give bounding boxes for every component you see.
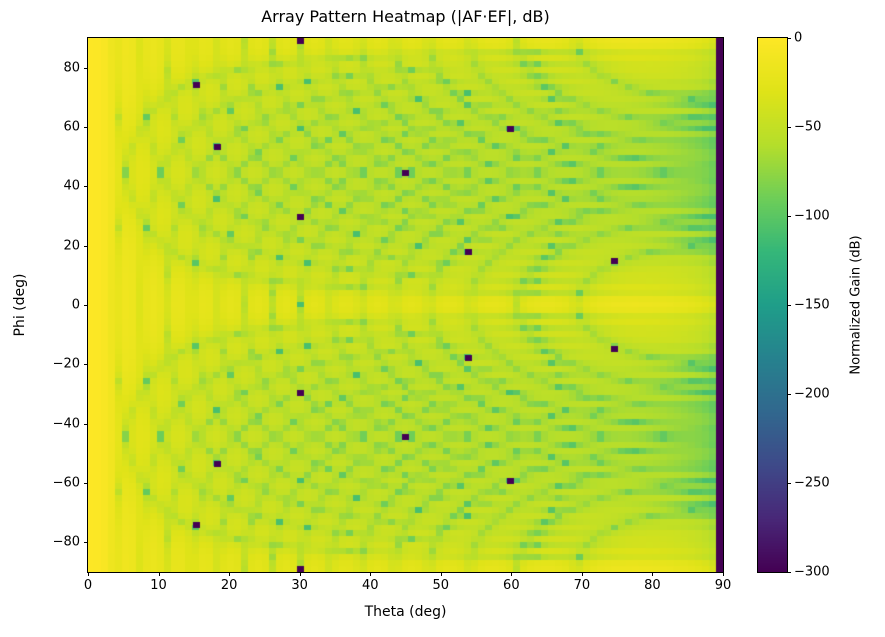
colorbar-tick [787, 483, 791, 484]
y-axis-tick [84, 542, 88, 544]
colorbar-tick-label: −150 [794, 297, 830, 313]
x-tick-label: 60 [503, 578, 520, 593]
y-tick-label: 20 [63, 238, 80, 254]
y-axis-tick [84, 423, 88, 425]
colorbar-tick [787, 305, 791, 306]
y-tick-label: −20 [52, 356, 80, 372]
colorbar-frame [757, 37, 788, 573]
x-axis-tick [370, 572, 372, 576]
colorbar-tick-label: −200 [794, 386, 830, 402]
x-axis-tick [723, 572, 724, 576]
y-tick-label: 40 [63, 178, 80, 194]
y-axis-tick [84, 483, 88, 484]
y-axis-tick [84, 364, 88, 366]
y-tick-label: 60 [63, 119, 80, 135]
x-tick-label: 70 [573, 578, 591, 593]
colorbar-tick [787, 394, 791, 395]
x-axis-tick [652, 572, 654, 576]
x-axis-tick [511, 572, 513, 576]
colorbar-tick [787, 127, 791, 128]
colorbar-tick-label: −300 [794, 564, 830, 580]
x-tick-label: 50 [432, 578, 450, 593]
colorbar-tick [787, 572, 791, 573]
x-axis-tick [88, 572, 89, 576]
y-tick-label: −60 [52, 475, 80, 491]
y-axis-tick [84, 245, 88, 247]
colorbar-tick-label: −250 [794, 475, 830, 491]
x-tick-label: 90 [714, 578, 732, 593]
plot-frame [87, 37, 724, 573]
x-axis-tick [158, 572, 160, 576]
x-axis-tick [581, 572, 583, 576]
x-tick-label: 80 [644, 578, 661, 593]
x-tick-label: 40 [361, 578, 379, 593]
y-axis-tick [84, 305, 88, 306]
y-tick-label: −80 [52, 534, 80, 550]
colorbar-canvas [758, 38, 787, 572]
y-tick-label: 0 [71, 297, 80, 313]
x-tick-label: 30 [291, 578, 308, 593]
x-axis-tick [440, 572, 442, 576]
y-tick-label: 80 [63, 60, 80, 76]
colorbar-tick-label: 0 [794, 30, 803, 46]
x-axis-label: Theta (deg) [364, 604, 447, 620]
y-tick-label: −40 [52, 416, 80, 432]
y-axis-label: Phi (deg) [12, 273, 28, 337]
x-tick-label: 20 [220, 578, 238, 593]
colorbar-tick [787, 38, 791, 39]
colorbar-tick [787, 216, 791, 217]
colorbar-tick-label: −100 [794, 208, 830, 224]
y-axis-tick [84, 67, 88, 69]
x-tick-label: 0 [83, 578, 93, 593]
colorbar-label: Normalized Gain (dB) [848, 235, 864, 375]
colorbar-tick-label: −50 [794, 119, 822, 135]
heatmap-canvas [88, 38, 723, 572]
x-tick-label: 10 [150, 578, 167, 593]
y-axis-tick [84, 186, 88, 188]
x-axis-tick [299, 572, 301, 576]
chart-title: Array Pattern Heatmap (|AF·EF|, dB) [261, 7, 550, 26]
y-axis-tick [84, 127, 88, 128]
x-axis-tick [229, 572, 231, 576]
